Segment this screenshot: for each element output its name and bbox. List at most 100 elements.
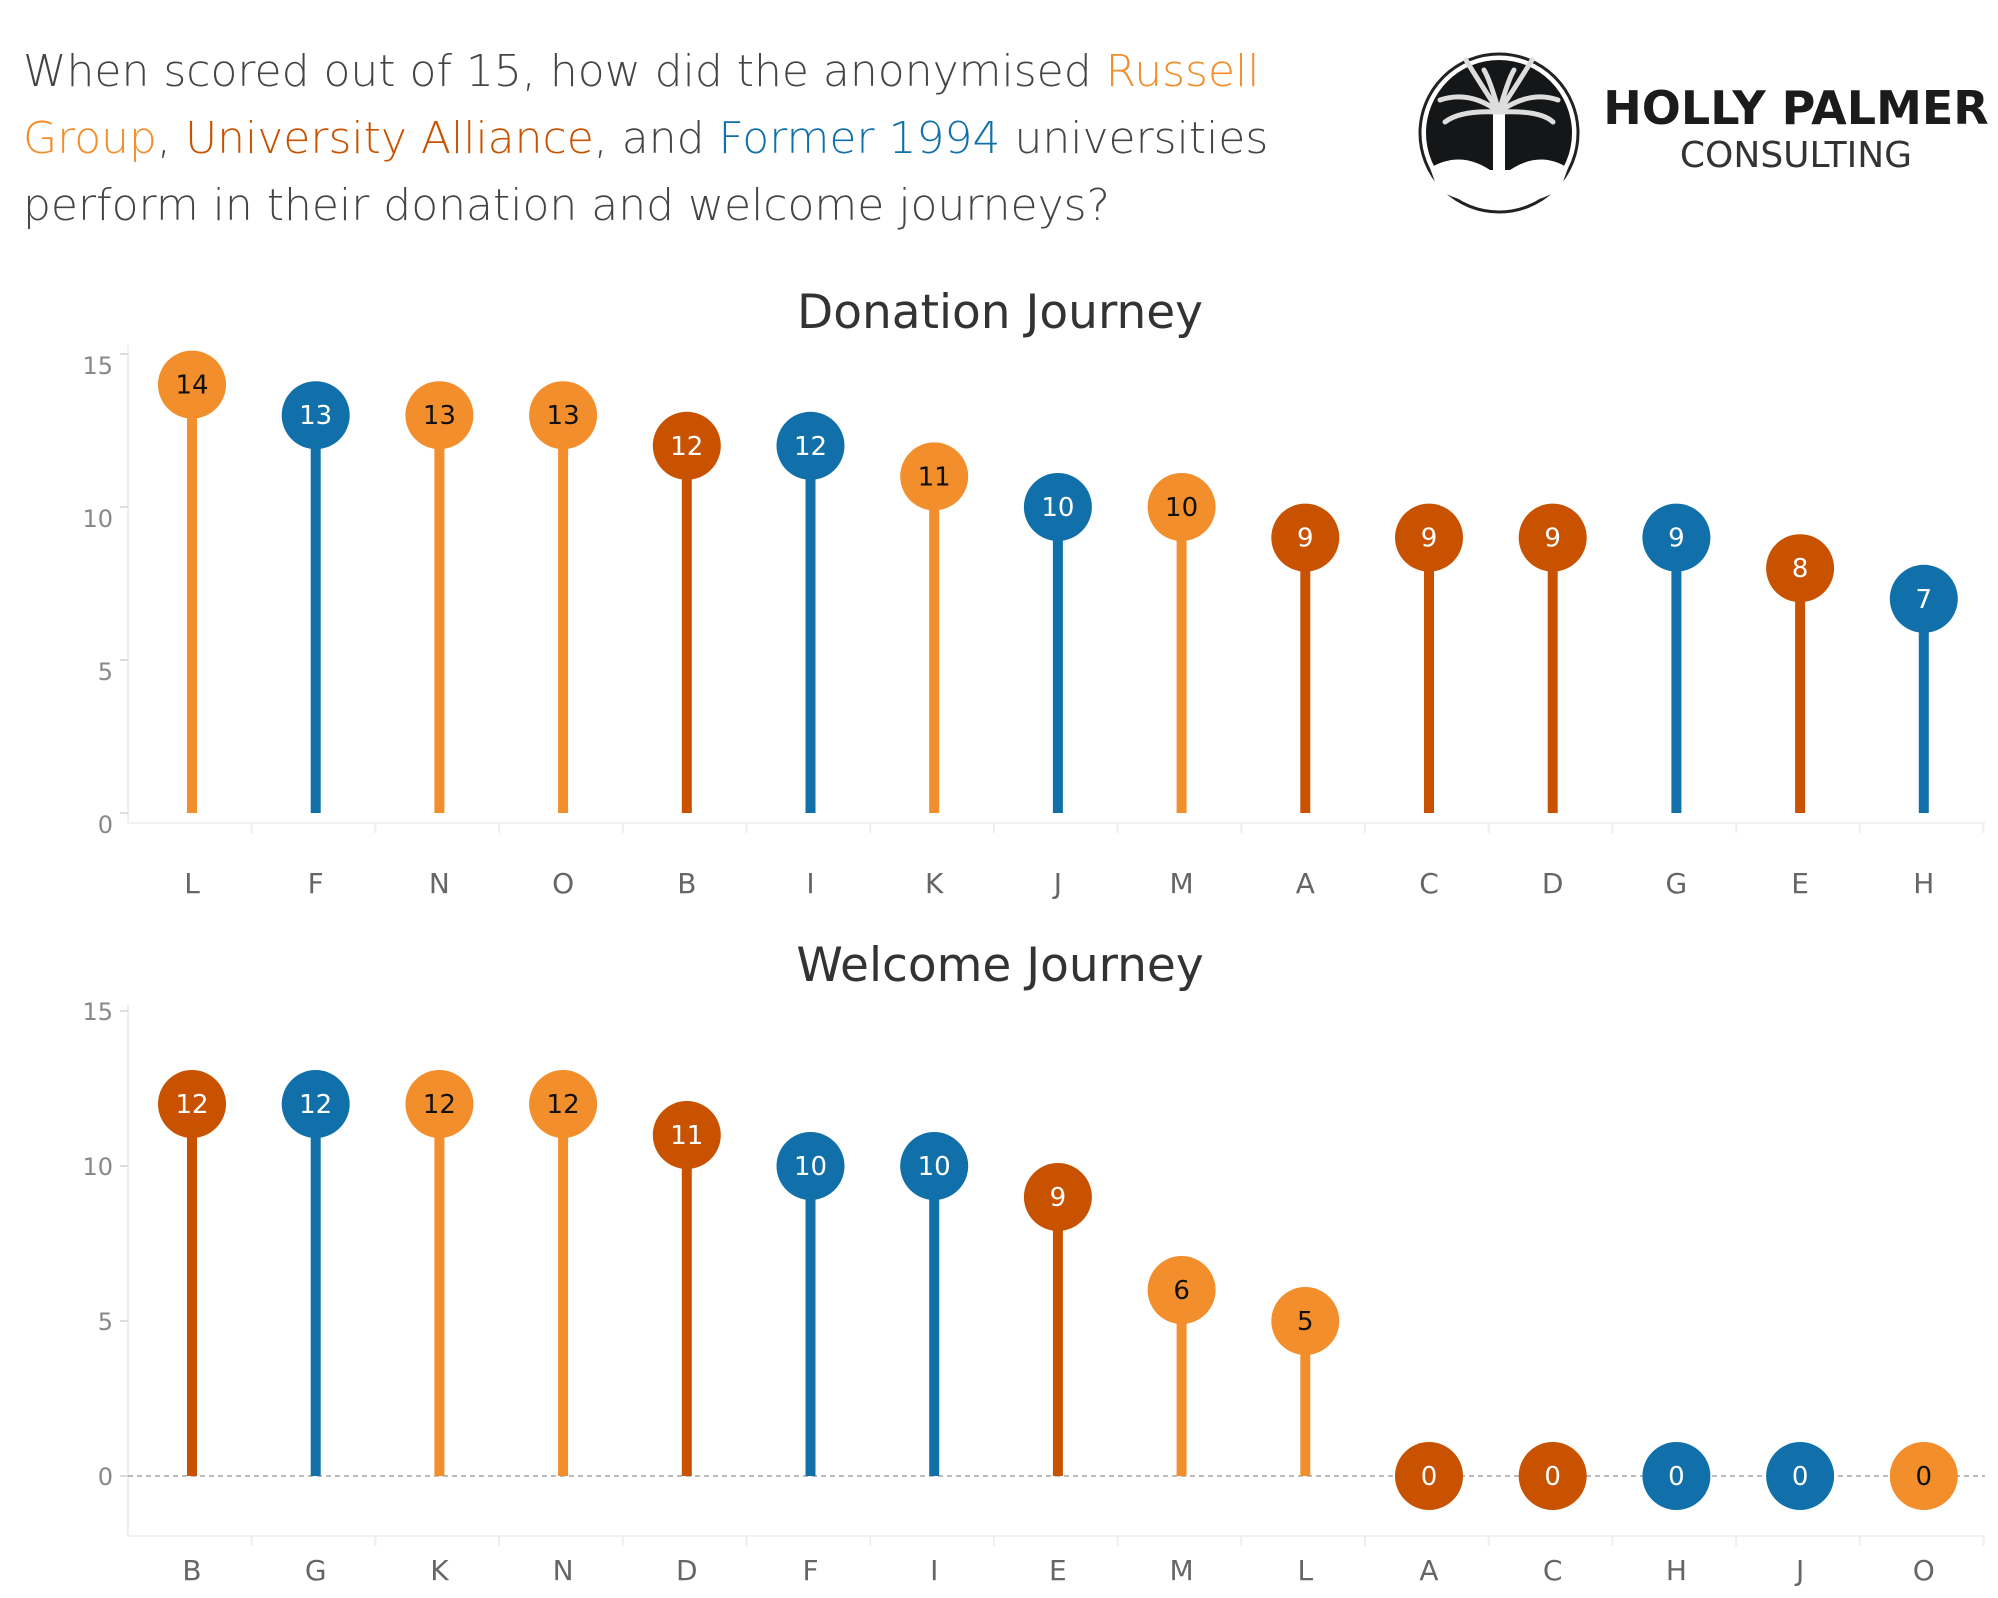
donation-value-label-J: 10 [1041, 493, 1074, 523]
welcome-point-G [281, 1070, 350, 1138]
y-tick-label: 5 [98, 1308, 113, 1336]
logo-subtitle: CONSULTING [1680, 135, 1912, 176]
logo: HOLLY PALMER CONSULTING [1418, 52, 1989, 214]
headline-text: When scored out of 15, how did the anony… [23, 46, 1106, 97]
donation-chart: 0 5 10 15 14 L 13 F 13 N 13 O 12 B 12 I 11 K 10 J 10 M 9 A 9 C 9 D 9… [82, 345, 1985, 900]
welcome-point-F [776, 1132, 845, 1200]
donation-value-label-M: 10 [1165, 493, 1198, 523]
donation-point-I [776, 411, 845, 480]
donation-value-label-A: 9 [1297, 524, 1314, 554]
welcome-value-label-H: 0 [1668, 1462, 1685, 1492]
donation-point-O [529, 381, 598, 450]
donation-category-label-J: J [1052, 867, 1062, 900]
donation-category-label-O: O [552, 867, 574, 900]
y-tick-label: 10 [82, 505, 113, 533]
welcome-category-label-N: N [553, 1554, 574, 1587]
welcome-value-label-A: 0 [1421, 1462, 1438, 1492]
y-tick-label: 0 [98, 811, 113, 839]
donation-value-label-H: 7 [1916, 585, 1933, 615]
donation-category-label-M: M [1170, 867, 1194, 900]
welcome-value-label-D: 11 [670, 1121, 703, 1151]
donation-category-label-G: G [1666, 867, 1688, 900]
welcome-category-label-J: J [1794, 1554, 1804, 1587]
y-tick-label: 5 [98, 658, 113, 686]
welcome-value-label-I: 10 [918, 1152, 951, 1182]
welcome-category-label-O: O [1913, 1554, 1935, 1587]
donation-value-label-O: 13 [547, 401, 580, 431]
welcome-category-label-I: I [930, 1554, 938, 1587]
welcome-point-O [1889, 1442, 1958, 1510]
welcome-category-label-E: E [1049, 1554, 1067, 1587]
donation-value-label-E: 8 [1792, 554, 1809, 584]
welcome-value-label-K: 12 [423, 1090, 456, 1120]
donation-point-M [1147, 473, 1216, 541]
welcome-category-label-C: C [1543, 1554, 1563, 1587]
donation-point-F [281, 381, 350, 450]
welcome-point-C [1518, 1442, 1587, 1510]
headline-text: universities perform in their donation a… [23, 113, 1269, 231]
donation-value-label-L: 14 [175, 371, 208, 401]
donation-value-label-I: 12 [794, 432, 827, 462]
donation-category-label-L: L [184, 867, 200, 900]
welcome-category-label-F: F [802, 1554, 818, 1587]
welcome-point-E [1023, 1163, 1092, 1231]
welcome-value-label-O: 0 [1916, 1462, 1933, 1492]
welcome-category-label-H: H [1666, 1554, 1687, 1587]
welcome-point-J [1766, 1442, 1835, 1510]
welcome-chart: 0 5 10 15 12 B 12 G 12 K 12 N 11 D 10 F 10 I 9 E 6 M 5 L 0 A 0 C 0 H 0… [82, 998, 1985, 1587]
welcome-point-L [1271, 1287, 1340, 1355]
y-tick-label: 0 [98, 1463, 113, 1491]
welcome-category-label-K: K [430, 1554, 449, 1587]
headline: When scored out of 15, how did the anony… [23, 38, 1343, 239]
donation-value-label-B: 12 [670, 432, 703, 462]
donation-point-C [1395, 503, 1463, 572]
welcome-point-A [1395, 1442, 1463, 1510]
donation-category-label-E: E [1791, 867, 1809, 900]
welcome-point-D [652, 1101, 721, 1169]
donation-value-label-F: 13 [299, 401, 332, 431]
welcome-category-label-M: M [1170, 1554, 1194, 1587]
donation-point-E [1766, 534, 1835, 603]
donation-value-label-N: 13 [423, 401, 456, 431]
y-tick-label: 15 [82, 352, 113, 380]
headline-text: , and [593, 113, 719, 164]
welcome-category-label-D: D [676, 1554, 698, 1587]
welcome-category-label-G: G [305, 1554, 327, 1587]
welcome-point-M [1147, 1256, 1216, 1324]
welcome-value-label-B: 12 [175, 1090, 208, 1120]
welcome-chart-title: Welcome Journey [796, 938, 1203, 993]
donation-category-label-I: I [806, 867, 814, 900]
donation-category-label-K: K [925, 867, 944, 900]
welcome-value-label-C: 0 [1544, 1462, 1561, 1492]
welcome-category-label-B: B [182, 1554, 201, 1587]
welcome-point-K [405, 1070, 474, 1138]
welcome-point-N [529, 1070, 598, 1138]
welcome-point-B [158, 1070, 226, 1138]
welcome-value-label-L: 5 [1297, 1307, 1314, 1337]
welcome-value-label-G: 12 [299, 1090, 332, 1120]
logo-name: HOLLY PALMER [1603, 81, 1988, 135]
donation-point-D [1518, 503, 1587, 572]
y-tick-label: 10 [82, 1153, 113, 1181]
donation-point-N [405, 381, 474, 450]
donation-category-label-B: B [677, 867, 696, 900]
donation-category-label-N: N [429, 867, 450, 900]
welcome-value-label-N: 12 [547, 1090, 580, 1120]
welcome-value-label-M: 6 [1173, 1276, 1190, 1306]
donation-point-H [1889, 564, 1958, 633]
donation-category-label-H: H [1913, 867, 1934, 900]
welcome-value-label-J: 0 [1792, 1462, 1809, 1492]
donation-value-label-G: 9 [1668, 524, 1685, 554]
donation-category-label-F: F [308, 867, 324, 900]
donation-point-B [652, 411, 721, 480]
donation-category-label-A: A [1296, 867, 1315, 900]
welcome-point-H [1642, 1442, 1711, 1510]
donation-value-label-C: 9 [1421, 524, 1438, 554]
welcome-category-label-A: A [1419, 1554, 1438, 1587]
donation-point-G [1642, 503, 1711, 572]
welcome-value-label-F: 10 [794, 1152, 827, 1182]
legend-university-alliance: University Alliance [184, 113, 594, 164]
donation-point-K [900, 442, 969, 511]
